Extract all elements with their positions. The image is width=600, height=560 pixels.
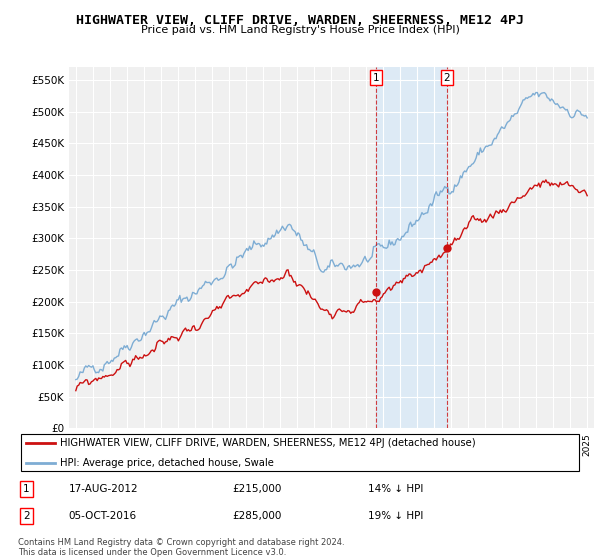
FancyBboxPatch shape <box>21 434 579 471</box>
Text: 19% ↓ HPI: 19% ↓ HPI <box>368 511 423 521</box>
Bar <box>376 67 447 428</box>
Text: £285,000: £285,000 <box>232 511 281 521</box>
Text: Contains HM Land Registry data © Crown copyright and database right 2024.
This d: Contains HM Land Registry data © Crown c… <box>18 538 344 557</box>
Text: £215,000: £215,000 <box>232 484 281 494</box>
Text: 1: 1 <box>373 73 379 83</box>
Text: 05-OCT-2016: 05-OCT-2016 <box>69 511 137 521</box>
Text: Price paid vs. HM Land Registry's House Price Index (HPI): Price paid vs. HM Land Registry's House … <box>140 25 460 35</box>
Text: HPI: Average price, detached house, Swale: HPI: Average price, detached house, Swal… <box>60 458 274 468</box>
Text: 1: 1 <box>23 484 30 494</box>
Text: 2: 2 <box>23 511 30 521</box>
Text: HIGHWATER VIEW, CLIFF DRIVE, WARDEN, SHEERNESS, ME12 4PJ (detached house): HIGHWATER VIEW, CLIFF DRIVE, WARDEN, SHE… <box>60 438 476 449</box>
Text: 2: 2 <box>443 73 450 83</box>
Text: 17-AUG-2012: 17-AUG-2012 <box>69 484 139 494</box>
Text: HIGHWATER VIEW, CLIFF DRIVE, WARDEN, SHEERNESS, ME12 4PJ: HIGHWATER VIEW, CLIFF DRIVE, WARDEN, SHE… <box>76 14 524 27</box>
Text: 14% ↓ HPI: 14% ↓ HPI <box>368 484 423 494</box>
